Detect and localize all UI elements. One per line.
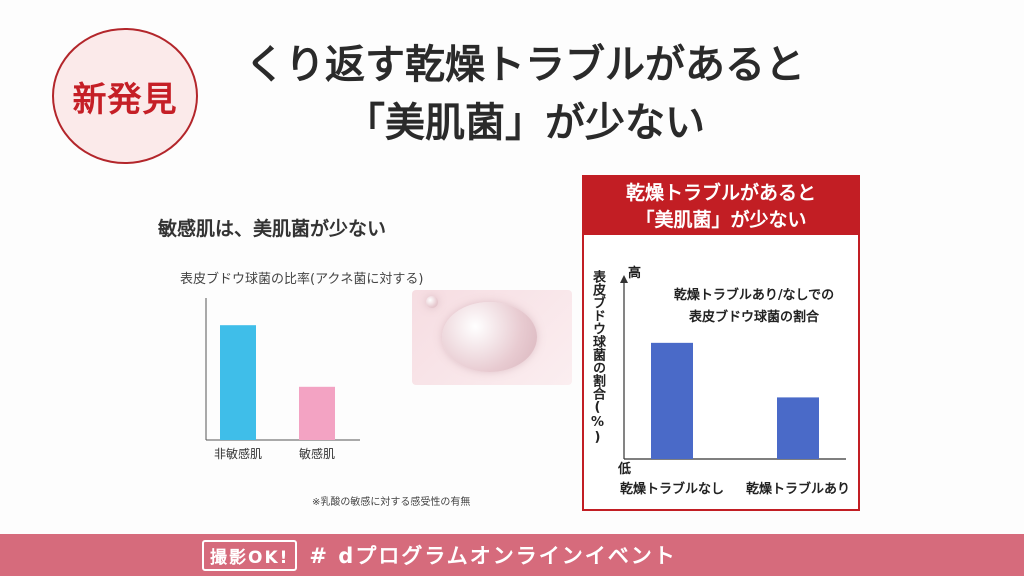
title-line-1: くり返す乾燥トラブルがあると (245, 42, 805, 88)
title-line-2: 「美肌菌」が少ない (345, 100, 705, 146)
small-droplet (426, 296, 438, 308)
y-low-label: 低 (617, 461, 631, 477)
slide-title: くり返す乾燥トラブルがあると 「美肌菌」が少ない (200, 36, 850, 152)
event-hashtag: # dプログラムオンラインイベント (309, 544, 677, 568)
right-y-axis-arrow (620, 275, 628, 283)
droplet-image (412, 290, 572, 385)
left-tick-label-2: 敏感肌 (299, 446, 335, 461)
right-chart-panel: 乾燥トラブルがあると 「美肌菌」が少ない 高低乾燥トラブルなし 乾燥トラブルあり … (582, 175, 860, 511)
left-bar-1 (220, 325, 256, 440)
left-subtitle: 敏感肌は、美肌菌が少ない (158, 218, 387, 240)
badge-text: 新発見 (72, 79, 178, 120)
panel-header: 乾燥トラブルがあると 「美肌菌」が少ない (584, 177, 858, 235)
panel-legend-line-2: 表皮ブドウ球菌の割合 (688, 310, 819, 325)
panel-header-line-2: 「美肌菌」が少ない (635, 209, 807, 231)
panel-legend: 乾燥トラブルあり/なしでの 表皮ブドウ球菌の割合 (664, 285, 844, 329)
right-tick-label-1: 乾燥トラブルなし (620, 481, 724, 497)
left-chart-note: ※乳酸の敏感に対する感受性の有無 (312, 497, 471, 508)
right-bar-1 (651, 342, 693, 459)
left-tick-label-1: 非敏感肌 (214, 446, 262, 461)
right-bar-2 (777, 397, 819, 459)
panel-legend-line-1: 乾燥トラブルあり/なしでの (673, 288, 835, 303)
panel-header-line-1: 乾燥トラブルがあると (625, 182, 816, 204)
left-bar-2 (299, 386, 335, 440)
new-discovery-badge: 新発見 (52, 28, 198, 164)
bottom-banner: 撮影OK! # dプログラムオンラインイベント (0, 534, 1024, 576)
panel-y-axis-label: 表皮ブドウ球菌の割合(%) (590, 270, 605, 445)
right-tick-label-2: 乾燥トラブルあり (746, 481, 850, 497)
left-bar-chart: 非敏感肌 敏感肌 (205, 298, 360, 461)
large-droplet (442, 302, 537, 372)
y-high-label: 高 (628, 265, 641, 281)
left-chart-caption: 表皮ブドウ球菌の比率(アクネ菌に対する) (180, 272, 424, 287)
photo-ok-label: 撮影OK! (202, 539, 298, 571)
